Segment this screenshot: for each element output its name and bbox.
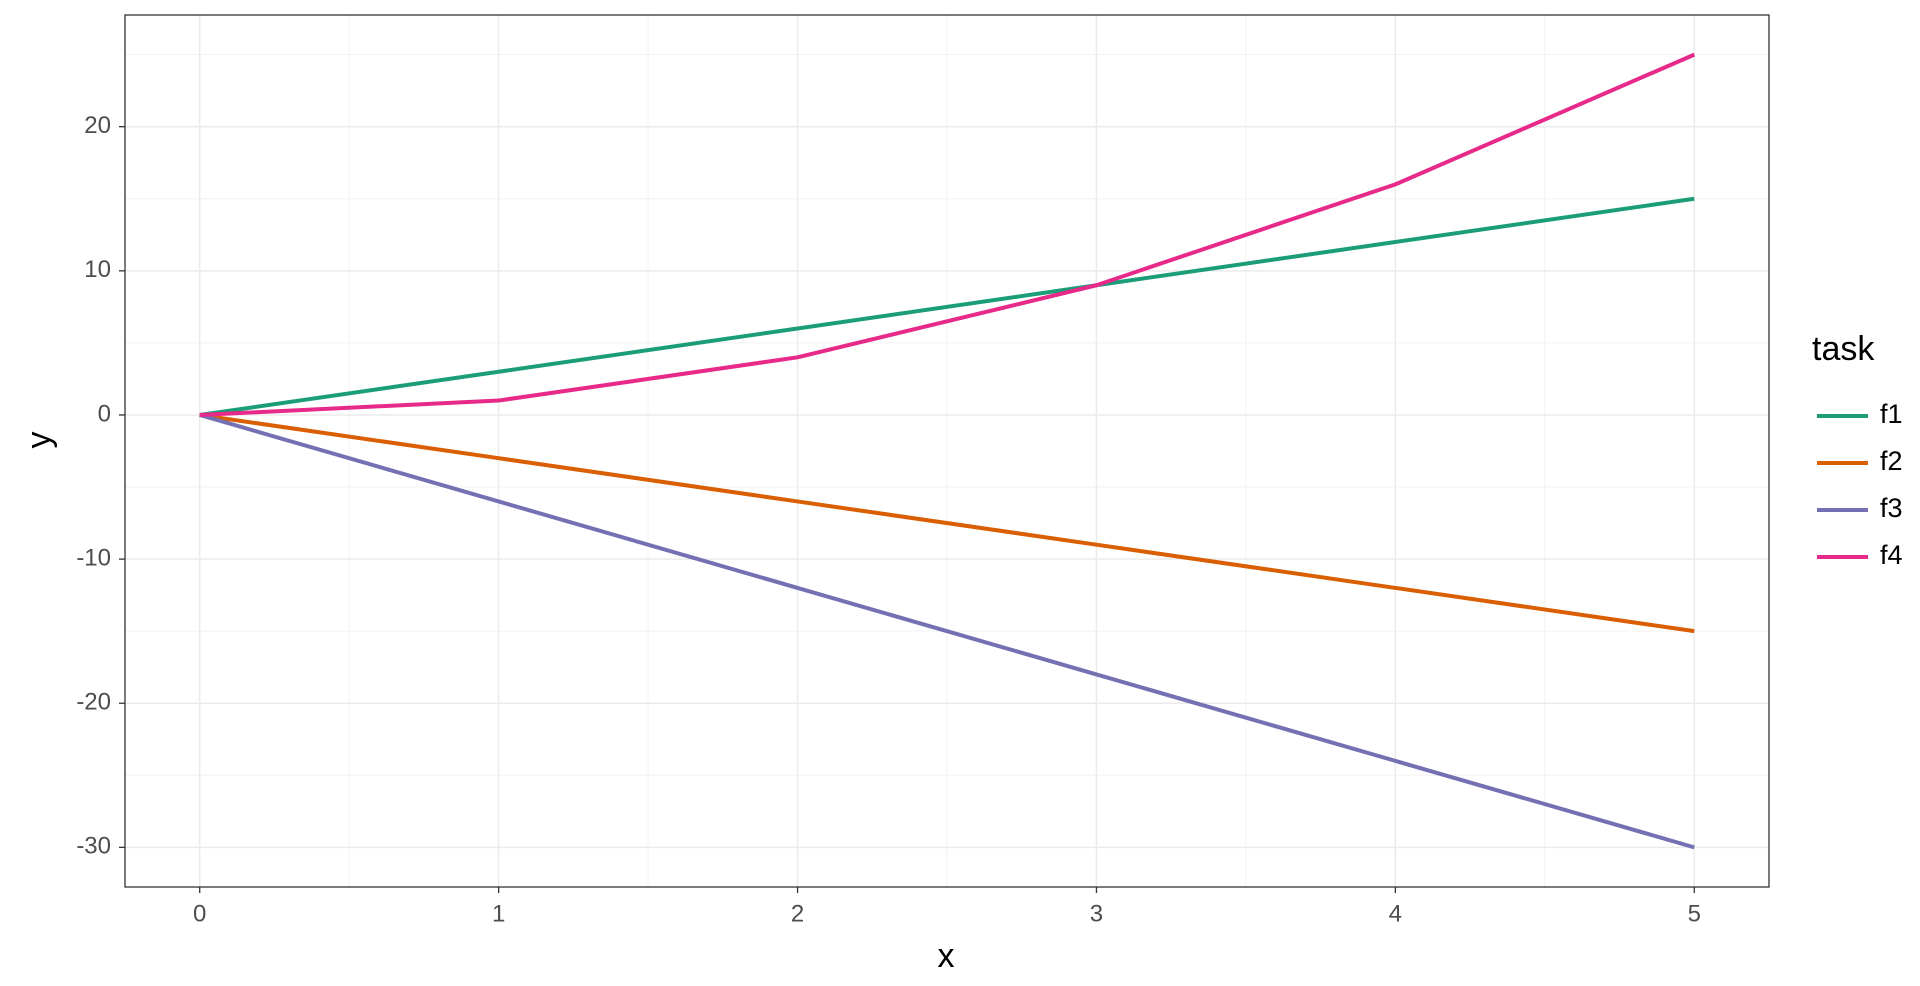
x-tick-label: 0 xyxy=(193,900,206,927)
y-tick-label: 20 xyxy=(84,112,111,139)
line-series xyxy=(199,413,1695,850)
panel-border xyxy=(124,14,1770,888)
x-tick-label: 1 xyxy=(492,900,505,927)
legend-label: f1 xyxy=(1880,399,1903,429)
y-axis-title: y xyxy=(20,432,58,449)
x-tick-label: 4 xyxy=(1389,900,1402,927)
legend-label: f4 xyxy=(1880,540,1903,570)
x-tick-label: 3 xyxy=(1090,900,1103,927)
y-tick-label: -20 xyxy=(76,689,111,716)
line-series xyxy=(199,196,1695,417)
x-axis-title: x xyxy=(938,937,955,975)
y-tick-label: -30 xyxy=(76,833,111,860)
x-tick-label: 2 xyxy=(791,900,804,927)
y-tick-label: 0 xyxy=(98,400,111,427)
legend-label: f3 xyxy=(1880,493,1903,523)
y-tick-label: 10 xyxy=(84,256,111,283)
x-tick-label: 5 xyxy=(1688,900,1701,927)
line-series xyxy=(199,52,1696,417)
y-tick-label: -10 xyxy=(76,544,111,571)
legend-title: task xyxy=(1812,330,1875,368)
legend-label: f2 xyxy=(1880,446,1903,476)
line-series xyxy=(199,412,1695,634)
